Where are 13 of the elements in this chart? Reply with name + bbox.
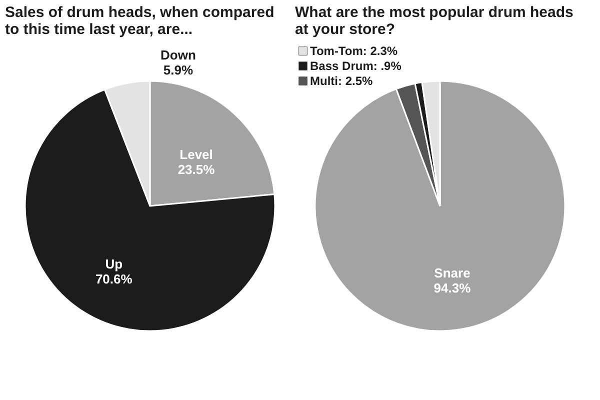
legend-label: Tom-Tom: 2.3%	[310, 44, 398, 58]
data-label: 5.9%	[163, 62, 194, 78]
chart-title: What are the most popular drum heads at your store?	[295, 4, 574, 38]
legend-label: Bass Drum: .9%	[310, 59, 402, 73]
legend-label: Multi: 2.5%	[310, 74, 373, 88]
data-label: 23.5%	[178, 162, 216, 178]
slice-label: Level	[180, 147, 213, 162]
slice-label: Down	[160, 48, 196, 63]
slice-label: Up	[105, 256, 123, 272]
chart-title: Sales of drum heads, when compared to this time last year, are...	[5, 4, 274, 38]
slice-label: Snare	[434, 266, 470, 281]
data-label: 70.6%	[95, 272, 133, 287]
data-label: 94.3%	[434, 280, 472, 296]
